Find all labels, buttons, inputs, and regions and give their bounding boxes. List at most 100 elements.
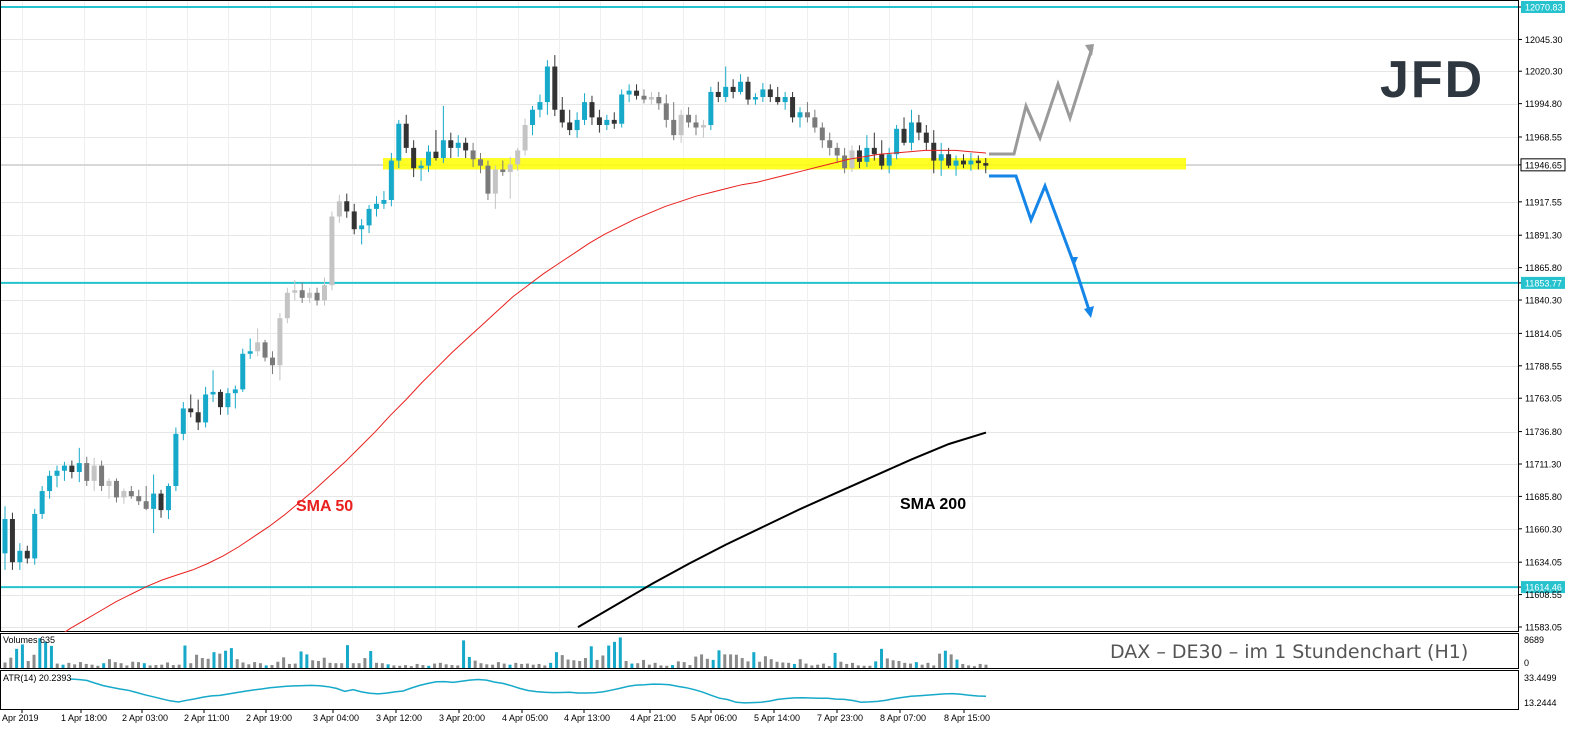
volume-bar (113, 662, 117, 668)
price-tick-label: 11891.30 (1525, 231, 1562, 241)
time-tick-label: 1 Apr 18:00 (61, 713, 107, 723)
candle-body (492, 169, 498, 194)
candle-body (411, 147, 417, 169)
chart-title: DAX – DE30 – im 1 Stundenchart (H1) (1110, 641, 1468, 663)
candle-body (485, 165, 491, 194)
chart-grid (1, 1, 1518, 631)
candle-body (396, 123, 402, 161)
candle-body (567, 122, 573, 131)
volume-bar (868, 665, 872, 668)
volume-bar (955, 659, 959, 668)
volume-bar (183, 645, 187, 668)
volume-bar (967, 665, 971, 668)
candle-body (210, 391, 216, 395)
volume-bar (357, 663, 361, 668)
candle-body (834, 147, 840, 156)
volume-bar (363, 658, 367, 668)
candle-body (856, 150, 862, 162)
candle-body (596, 117, 602, 125)
candle-body (752, 97, 758, 100)
candle-body (128, 491, 134, 497)
volume-bar (345, 645, 349, 668)
price-tick-label: 11711.30 (1525, 459, 1561, 469)
candle-body (626, 90, 632, 95)
volume-bar (409, 666, 413, 668)
volume-bar (450, 665, 454, 668)
volume-bar (682, 662, 686, 668)
volume-bars (3, 637, 988, 668)
candle-body (946, 154, 952, 166)
volume-bar (166, 662, 170, 668)
volume-bar (32, 654, 36, 668)
candle-body (463, 142, 469, 151)
volume-bar (792, 663, 796, 668)
volume-bar (850, 662, 854, 668)
sma200-label: SMA 200 (900, 496, 966, 513)
candle-body (54, 470, 60, 476)
volume-bar (380, 663, 384, 668)
candle-body (641, 95, 647, 100)
volume-bar (903, 662, 907, 668)
volume-bar (758, 661, 762, 668)
volume-bar (531, 664, 535, 668)
volume-bar (549, 662, 553, 668)
volume-bar (427, 665, 431, 668)
volume-bar (334, 663, 338, 668)
volume-bar (369, 651, 373, 668)
time-tick-label: 4 Apr 13:00 (564, 713, 610, 723)
volume-bar (932, 665, 936, 668)
candle-body (931, 142, 937, 161)
volume-bar (305, 654, 309, 668)
volume-bar (705, 658, 709, 668)
volume-bar (642, 659, 646, 668)
candle-body (76, 463, 82, 472)
bearish-arrow-head (1084, 306, 1094, 318)
candle-body (797, 112, 803, 118)
volume-bar (229, 648, 233, 668)
candle-body (812, 117, 818, 128)
candle-body (522, 124, 528, 151)
volume-bar (525, 663, 529, 668)
volume-bar (833, 652, 837, 668)
volume-bar (415, 663, 419, 668)
volume-bar (386, 664, 390, 668)
candle-body (262, 342, 268, 358)
volume-bar (862, 665, 866, 668)
price-label-box (1521, 1, 1565, 13)
candle-body (255, 342, 261, 352)
candle-body (374, 203, 379, 209)
candle-body (507, 164, 513, 173)
scenario-arrows (989, 44, 1094, 318)
candle-body (121, 491, 127, 498)
volume-bar (874, 661, 878, 668)
volume-bar (293, 663, 297, 668)
candle-body (351, 211, 357, 230)
candle-body (2, 519, 8, 554)
price-tick-label: 11865.80 (1525, 263, 1562, 273)
volume-bar (177, 664, 181, 668)
price-label-highlight: 11853.77 (1525, 278, 1562, 288)
candle-body (173, 433, 179, 486)
volume-bar (781, 662, 785, 668)
candle-body (17, 550, 23, 563)
candle-body (894, 128, 900, 155)
candle-body (336, 201, 342, 217)
volume-bar (479, 663, 483, 668)
price-tick-label: 11814.05 (1525, 329, 1562, 339)
volume-bar (44, 641, 48, 668)
volume-bar (20, 644, 24, 668)
price-label-box (1521, 276, 1565, 289)
candle-body (418, 165, 424, 169)
candle-body (433, 151, 439, 159)
price-axis: 12070.83 12045.30 12020.30 11994.80 11968.55… (1518, 1, 1566, 708)
volume-bar (972, 666, 976, 668)
volume-bar (78, 662, 82, 668)
candle-body (203, 394, 209, 423)
volume-bar (322, 657, 326, 668)
volume-tick-label: 0 (1524, 658, 1529, 668)
candle-body (871, 147, 877, 155)
candle-body (611, 119, 617, 124)
volume-bar (671, 665, 675, 668)
volume-bar (723, 654, 727, 668)
candle-body (470, 150, 476, 160)
